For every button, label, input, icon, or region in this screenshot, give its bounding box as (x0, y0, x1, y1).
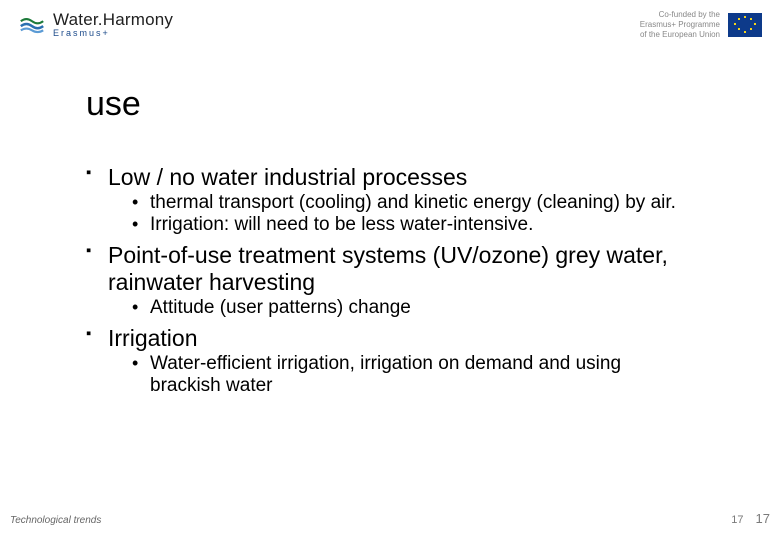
logo-word2: Harmony (103, 10, 173, 29)
sub-bullet-list: Water-efficient irrigation, irrigation o… (132, 353, 694, 397)
sub-bullet-item: Irrigation: will need to be less water-i… (132, 214, 694, 236)
sub-bullet-item: Attitude (user patterns) change (132, 297, 694, 319)
logo-word1: Water (53, 10, 98, 29)
cofund-line: Erasmus+ Programme (640, 20, 720, 30)
bullet-item: Point-of-use treatment systems (UV/ozone… (86, 242, 694, 319)
bullet-text: Low / no water industrial processes (108, 164, 467, 190)
logo-title: Water.Harmony (53, 11, 173, 28)
page-number-outer: 17 (756, 511, 770, 526)
bullet-text: Irrigation (108, 325, 197, 351)
sub-bullet-item: thermal transport (cooling) and kinetic … (132, 192, 694, 214)
logo-text: Water.Harmony Erasmus+ (53, 11, 173, 38)
bullet-list: Low / no water industrial processes ther… (86, 164, 694, 397)
bullet-item: Low / no water industrial processes ther… (86, 164, 694, 236)
slide-header: Water.Harmony Erasmus+ Co-funded by the … (0, 0, 780, 50)
slide-content: Low / no water industrial processes ther… (86, 164, 694, 397)
sub-bullet-list: Attitude (user patterns) change (132, 297, 694, 319)
cofund-line: of the European Union (640, 30, 720, 40)
eu-flag-icon (728, 13, 762, 37)
footer-caption: Technological trends (10, 515, 101, 526)
sub-bullet-list: thermal transport (cooling) and kinetic … (132, 192, 694, 236)
cofund-text: Co-funded by the Erasmus+ Programme of t… (640, 10, 720, 40)
sub-bullet-item: Water-efficient irrigation, irrigation o… (132, 353, 694, 397)
slide-footer: Technological trends 17 17 (10, 511, 770, 526)
bullet-text: Point-of-use treatment systems (UV/ozone… (108, 242, 668, 294)
slide-title: use (86, 85, 780, 124)
waterharmony-icon (18, 10, 46, 38)
page-numbers: 17 17 (731, 511, 770, 526)
eu-cofund-block: Co-funded by the Erasmus+ Programme of t… (640, 10, 762, 40)
page-number-inner: 17 (731, 514, 743, 526)
cofund-line: Co-funded by the (640, 10, 720, 20)
bullet-item: Irrigation Water-efficient irrigation, i… (86, 325, 694, 397)
eu-stars (728, 13, 762, 37)
waterharmony-logo: Water.Harmony Erasmus+ (18, 10, 173, 38)
logo-subtitle: Erasmus+ (53, 29, 173, 38)
